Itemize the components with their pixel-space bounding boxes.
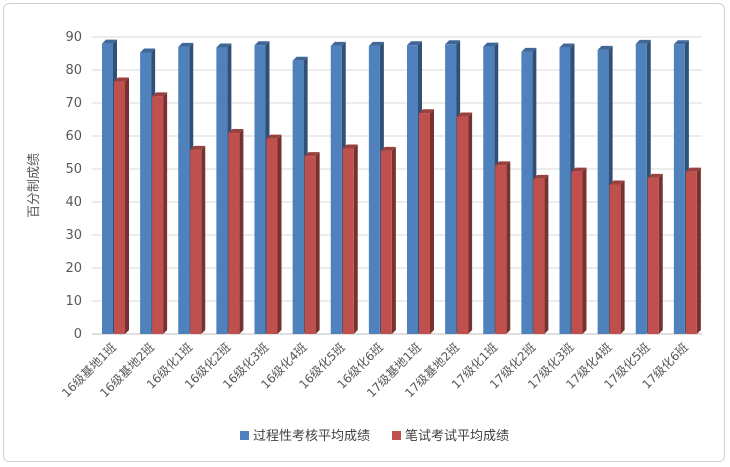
bar <box>228 129 244 334</box>
bar <box>190 145 206 334</box>
y-tick-label: 80 <box>65 63 82 78</box>
bar <box>495 161 511 334</box>
legend-label: 笔试考试平均成绩 <box>405 428 509 444</box>
legend-swatch <box>240 431 249 440</box>
bar-chart: 0 10 20 30 40 50 60 70 80 90 16级基地1班16级基地2班16级化1班… <box>27 30 702 444</box>
bar <box>342 144 358 334</box>
bar <box>533 174 549 334</box>
bar <box>647 173 663 334</box>
y-axis-label: 百分制成绩 <box>27 153 42 218</box>
bar <box>457 112 473 334</box>
bar <box>419 109 434 334</box>
y-tick-label: 60 <box>65 129 82 144</box>
bar <box>609 180 625 334</box>
bar <box>304 152 320 334</box>
y-tick-label: 30 <box>65 228 82 243</box>
legend-label: 过程性考核平均成绩 <box>253 429 370 444</box>
category-labels: 16级基地1班16级基地2班16级化1班16级化2班16级化3班16级化4班16… <box>59 340 691 400</box>
legend-swatch <box>392 431 401 440</box>
y-tick-label: 90 <box>65 30 82 45</box>
legend-item: 笔试考试平均成绩 <box>392 428 509 444</box>
y-tick-label: 20 <box>65 261 82 276</box>
y-tick-label: 0 <box>74 327 82 342</box>
y-tick-label: 70 <box>65 96 82 111</box>
bars <box>102 39 701 335</box>
bar <box>114 77 129 335</box>
bar <box>266 134 282 334</box>
bar <box>152 92 168 335</box>
y-tick-label: 50 <box>65 162 82 177</box>
chart-frame: 0 10 20 30 40 50 60 70 80 90 16级基地1班 16级基地2班 16级化1班… <box>3 3 725 462</box>
bar <box>380 146 396 334</box>
legend-item: 过程性考核平均成绩 <box>240 429 370 444</box>
bar <box>685 167 701 334</box>
y-tick-label: 10 <box>65 294 82 309</box>
y-tick-labels: 0 10 20 30 40 50 60 70 80 90 <box>65 30 82 342</box>
legend: 过程性考核平均成绩 笔试考试平均成绩 <box>240 428 509 444</box>
bar <box>571 167 587 334</box>
y-tick-label: 40 <box>65 195 82 210</box>
